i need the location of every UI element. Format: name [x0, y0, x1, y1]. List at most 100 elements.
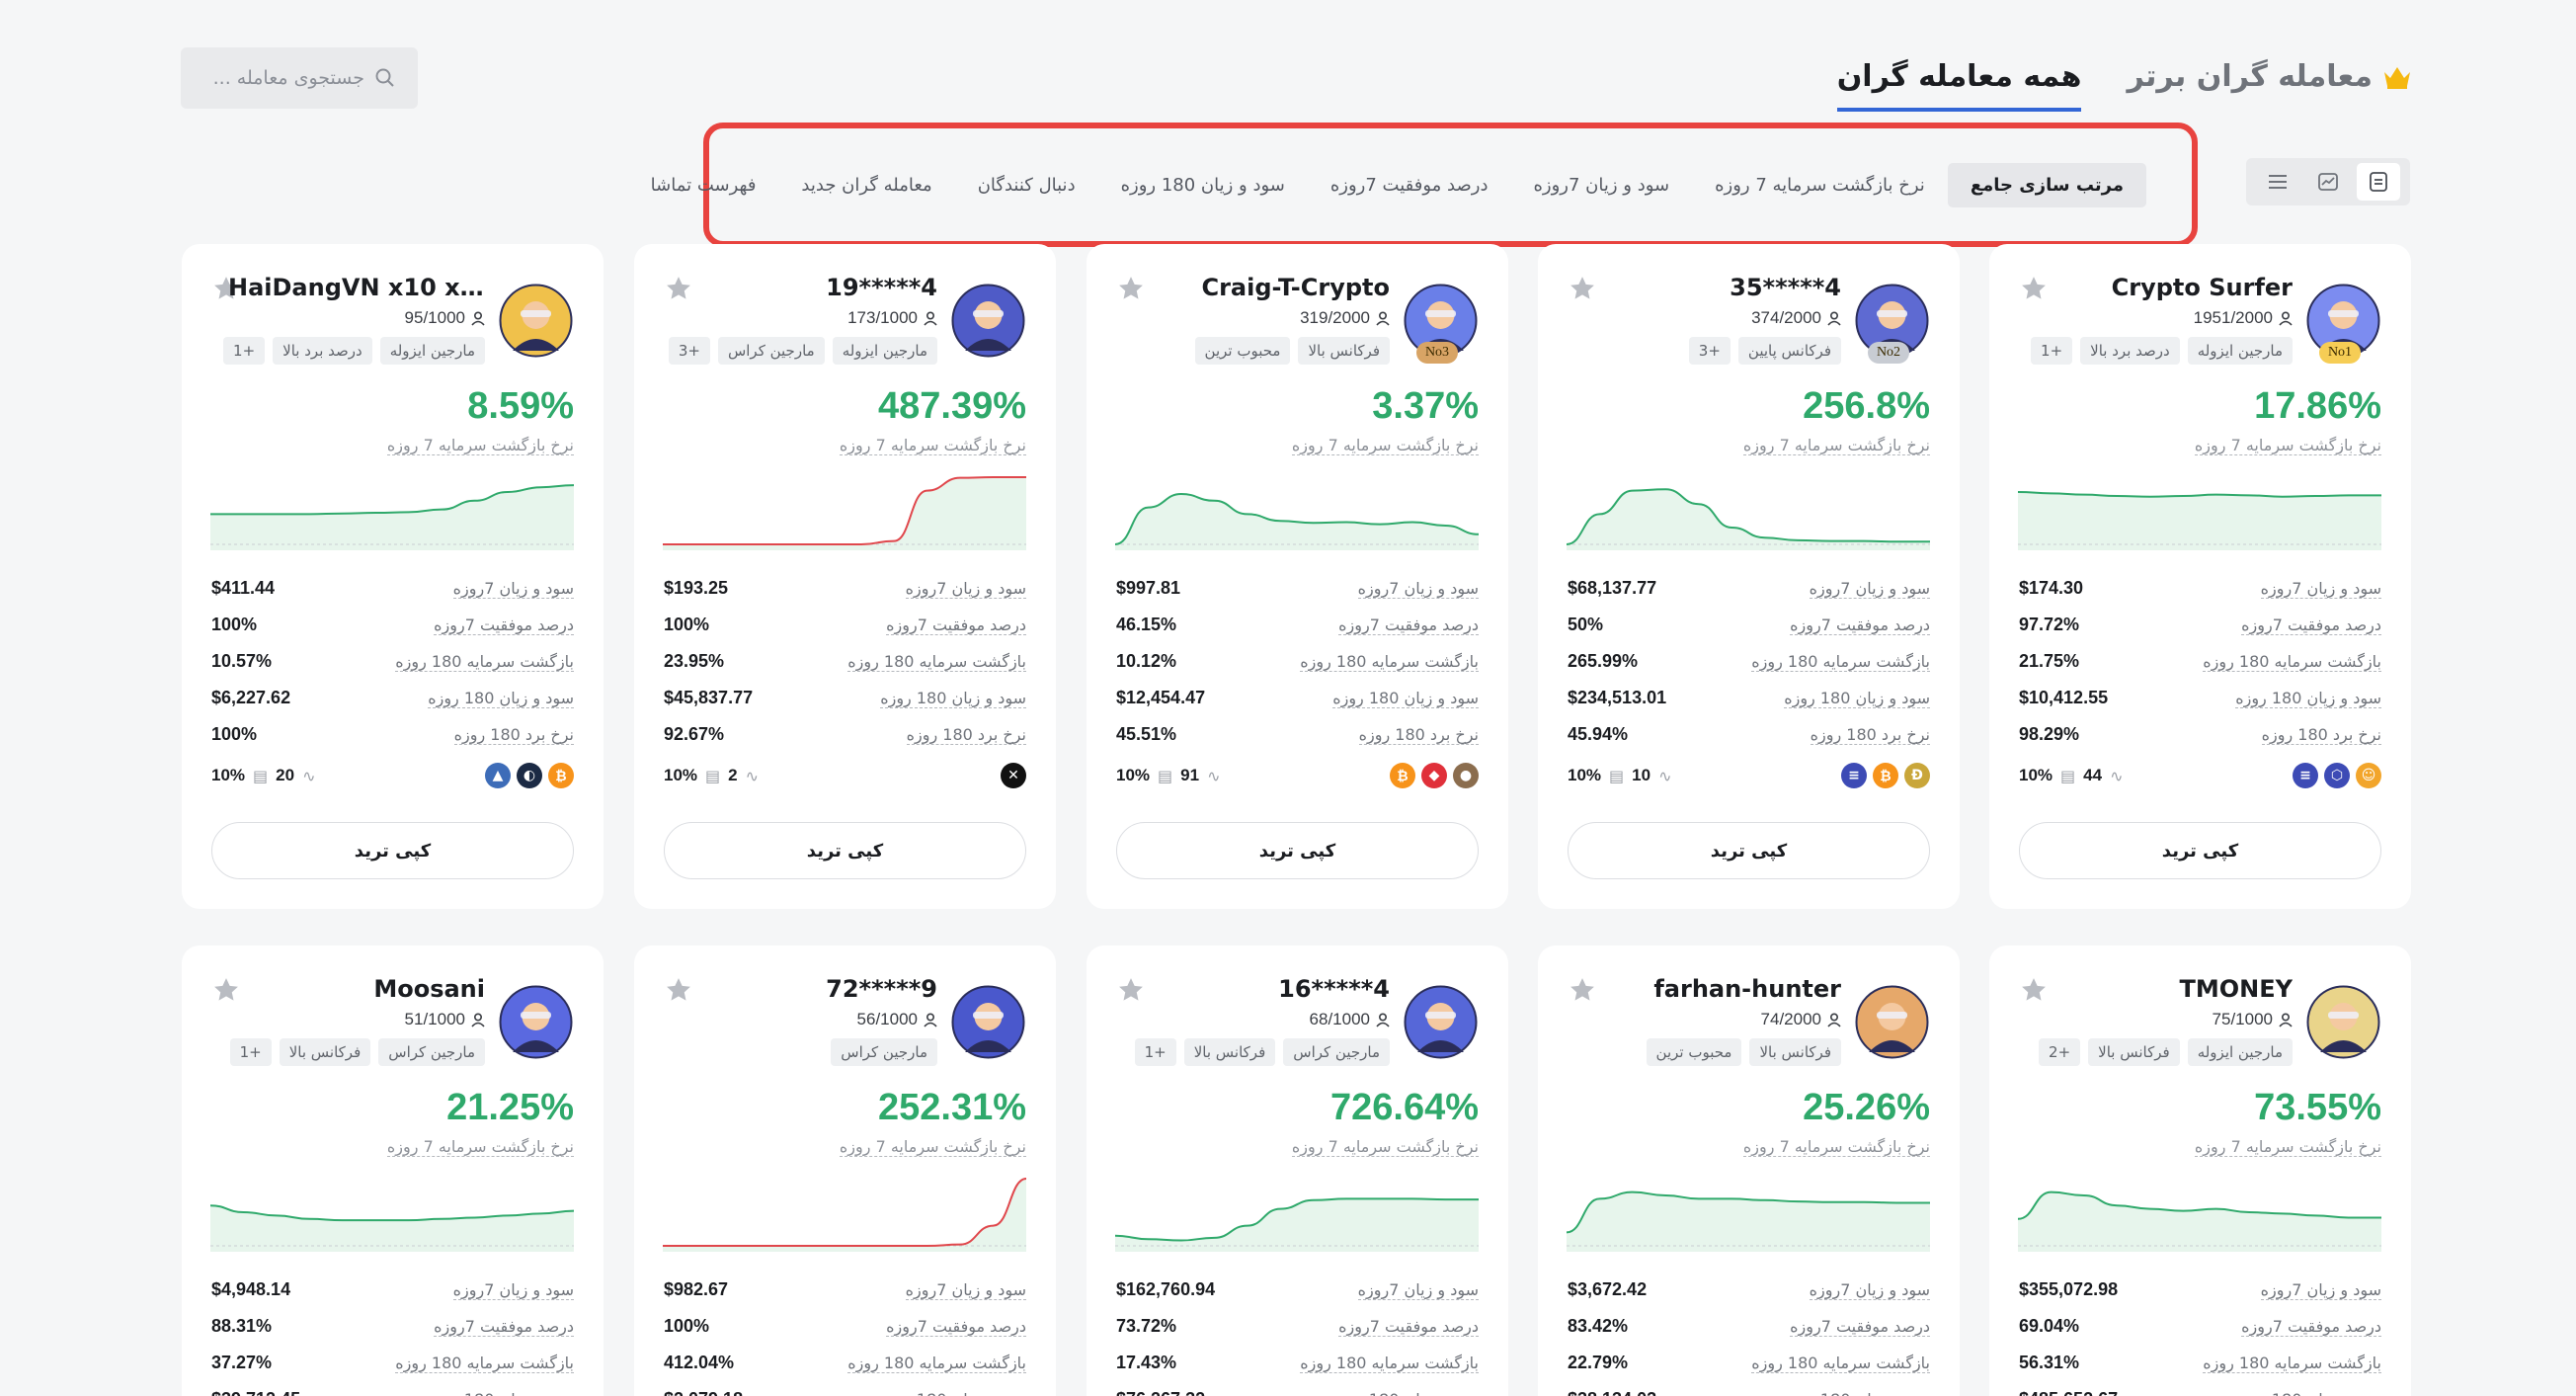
trader-tag: +1 — [229, 1038, 272, 1066]
sort-winrate-7d[interactable]: درصد موفقیت 7روزه — [1329, 174, 1489, 196]
sparkline-line — [210, 1204, 574, 1222]
trader-card[interactable]: 72*****9 56/1000 مارجین کراس 252.31% نرخ باز… — [634, 945, 1056, 1396]
list-icon — [2268, 175, 2287, 189]
stat-row: 21.75% بازگشت سرمایه 180 روزه — [2019, 643, 2381, 680]
trader-card[interactable]: 19*****4 173/1000 مارجین ایزوله مارجین کراس… — [634, 244, 1056, 909]
sort-pnl-7d[interactable]: سود و زیان 7روزه — [1533, 174, 1670, 196]
sparkline-area — [1567, 1191, 1930, 1252]
trader-name[interactable]: HaiDangVN x10 x20 x30 — [228, 274, 485, 301]
stat-row: $10,412.55 سود و زیان 180 روزه — [2019, 680, 2381, 716]
watchlist-star-icon[interactable] — [1116, 975, 1146, 1005]
avatar[interactable] — [2306, 985, 2380, 1059]
avatar[interactable] — [499, 985, 573, 1059]
avatar[interactable] — [499, 284, 573, 358]
sort-followers[interactable]: دنبال کنندگان — [977, 174, 1076, 196]
sort-new-traders[interactable]: معامله گران جدید — [801, 174, 932, 196]
stats-list: $411.44 سود و زیان 7روزه 100% درصد موفقیت 7… — [211, 570, 574, 753]
chart-view-button[interactable] — [2306, 163, 2350, 201]
trader-name[interactable]: farhan-hunter — [1653, 975, 1841, 1003]
roi-sparkline — [2018, 490, 2381, 550]
watchlist-star-icon[interactable] — [211, 274, 241, 303]
stat-value: $4,948.14 — [211, 1279, 291, 1299]
watchlist-star-icon[interactable] — [211, 975, 241, 1005]
doge-coin-icon: Ð — [1904, 763, 1930, 788]
copy-trade-button[interactable]: کپی ترید — [664, 822, 1026, 879]
card-meta: 10% ▤ 91 ∿ ● ◆ ₿ — [1116, 763, 1479, 788]
followers-value: 374/2000 — [1751, 308, 1821, 327]
copy-trade-button[interactable]: کپی ترید — [1116, 822, 1479, 879]
stat-row: 56.31% بازگشت سرمایه 180 روزه — [2019, 1345, 2381, 1381]
avatar[interactable] — [951, 985, 1025, 1059]
copy-trade-button[interactable]: کپی ترید — [1568, 822, 1930, 879]
stat-row: $162,760.94 سود و زیان 7روزه — [1116, 1272, 1479, 1308]
list-view-button[interactable] — [2256, 163, 2299, 201]
trader-name[interactable]: TMONEY — [2179, 975, 2293, 1003]
watchlist-star-icon[interactable] — [1116, 274, 1146, 303]
trader-tag: +1 — [1134, 1038, 1176, 1066]
trader-name[interactable]: 35*****4 — [1730, 274, 1841, 301]
trader-card[interactable]: farhan-hunter 74/2000 فرکانس بالا محبوب تری… — [1538, 945, 1960, 1396]
watchlist-star-icon[interactable] — [1568, 975, 1597, 1005]
followers-value: 74/2000 — [1760, 1010, 1821, 1028]
stat-row: $12,454.47 سود و زیان 180 روزه — [1116, 680, 1479, 716]
trader-card[interactable]: No2 35*****4 374/2000 فرکانس پایین +3 256.8% ن… — [1538, 244, 1960, 909]
trader-card[interactable]: Moosani 51/1000 مارجین کراس فرکانس بالا +1 21… — [182, 945, 604, 1396]
tags: مارجین ایزوله درصد برد بالا +1 — [223, 337, 485, 365]
roi-label: نرخ بازگشت سرمایه 7 روزه — [1742, 1137, 1930, 1157]
activity-icon: ∿ — [1658, 766, 1672, 785]
tab-all-traders[interactable]: همه معامله گران — [1836, 59, 2082, 112]
trader-card[interactable]: 16*****4 68/1000 مارجین کراس فرکانس بالا +1 7… — [1087, 945, 1508, 1396]
stat-label: سود و زیان 7روزه — [2260, 578, 2381, 599]
copy-trade-button[interactable]: کپی ترید — [211, 822, 574, 879]
card-view-button[interactable] — [2357, 163, 2401, 201]
stat-row: 50% درصد موفقیت 7روزه — [1568, 607, 1930, 643]
stat-label: نرخ برد 180 روزه — [2261, 724, 2381, 745]
roi-label: نرخ بازگشت سرمایه 7 روزه — [839, 436, 1026, 455]
trader-card[interactable]: No1 Crypto Surfer 1951/2000 مارجین ایزوله در… — [1989, 244, 2411, 909]
roi-sparkline — [210, 484, 574, 550]
search-input[interactable]: جستجوی معامله ... — [181, 47, 418, 109]
avatar[interactable] — [1404, 985, 1478, 1059]
copy-trade-button[interactable]: کپی ترید — [2019, 822, 2381, 879]
trader-name[interactable]: 16*****4 — [1278, 975, 1390, 1003]
avatar[interactable] — [1404, 284, 1478, 358]
roi-value: 8.59% — [467, 385, 574, 427]
tab-top-traders[interactable]: معامله گران برتر — [2127, 59, 2412, 108]
watchlist-star-icon[interactable] — [2019, 274, 2049, 303]
followers-count: 1951/2000 — [2194, 308, 2293, 328]
trader-name[interactable]: Crypto Surfer — [2111, 274, 2293, 301]
followers-count: 374/2000 — [1751, 308, 1841, 328]
trader-name[interactable]: 72*****9 — [826, 975, 937, 1003]
btc-coin-icon: ₿ — [548, 763, 574, 788]
hawk-coin-icon: ▲ — [485, 763, 511, 788]
trader-card[interactable]: TMONEY 75/1000 مارجین ایزوله فرکانس بالا +2 7… — [1989, 945, 2411, 1396]
stat-value: $355,072.98 — [2019, 1279, 2119, 1299]
stat-label: درصد موفقیت 7روزه — [1790, 615, 1930, 635]
sort-comprehensive[interactable]: مرتب سازی جامع — [1947, 162, 2146, 207]
trader-name[interactable]: 19*****4 — [826, 274, 937, 301]
stat-value: $6,227.62 — [211, 688, 291, 707]
document-icon: ▤ — [2060, 766, 2076, 785]
roi-label: نرخ بازگشت سرمایه 7 روزه — [386, 1137, 574, 1157]
avatar[interactable] — [951, 284, 1025, 358]
watchlist-star-icon[interactable] — [664, 274, 693, 303]
trader-name[interactable]: Moosani — [373, 975, 485, 1003]
sort-watchlist[interactable]: فهرست تماشا — [650, 174, 757, 196]
trader-tag: فرکانس بالا — [1749, 1038, 1841, 1066]
watchlist-star-icon[interactable] — [1568, 274, 1597, 303]
tags: فرکانس پایین +3 — [1688, 337, 1841, 365]
sort-roi-7d[interactable]: نرخ بازگشت سرمایه 7 روزه — [1715, 174, 1925, 196]
trader-card[interactable]: No3 Craig-T-Crypto 319/2000 فرکانس بالا محبو… — [1087, 244, 1508, 909]
stat-value: 100% — [664, 615, 710, 634]
avatar[interactable] — [1855, 985, 1929, 1059]
stat-value: 97.72% — [2019, 615, 2080, 634]
followers-count: 173/1000 — [847, 308, 937, 328]
trader-tag: محبوب ترین — [1646, 1038, 1742, 1066]
watchlist-star-icon[interactable] — [2019, 975, 2049, 1005]
sort-pnl-180d[interactable]: سود و زیان 180 روزه — [1120, 174, 1285, 196]
stat-label: درصد موفقیت 7روزه — [2241, 615, 2381, 635]
trader-name[interactable]: Craig-T-Crypto — [1201, 274, 1390, 301]
trader-card[interactable]: HaiDangVN x10 x20 x30 95/1000 مارجین ایزول… — [182, 244, 604, 909]
trader-tag: مارجین کراس — [378, 1038, 485, 1066]
watchlist-star-icon[interactable] — [664, 975, 693, 1005]
